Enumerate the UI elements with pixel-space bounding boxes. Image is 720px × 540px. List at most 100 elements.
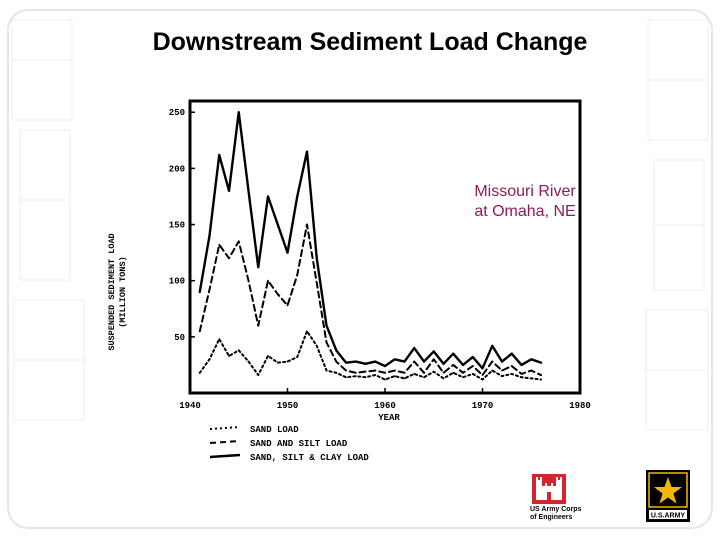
data-point-2-9 <box>286 251 289 254</box>
data-point-1-18 <box>374 369 377 372</box>
data-point-1-29 <box>481 374 484 376</box>
data-point-0-21 <box>403 377 406 380</box>
x-tick-label-1950: 1950 <box>277 401 299 411</box>
data-point-0-0 <box>198 371 201 374</box>
legend-label-1: SAND AND SILT LOAD <box>250 439 348 449</box>
data-point-1-19 <box>384 371 386 374</box>
corps-logo-text: US Army Corps of Engineers <box>530 506 581 522</box>
data-point-1-5 <box>247 279 250 282</box>
x-tick-label-1970: 1970 <box>472 401 494 411</box>
series-line-0 <box>198 330 542 381</box>
data-point-2-33 <box>520 364 523 366</box>
data-point-1-24 <box>432 358 435 361</box>
y-axis-label-group: SUSPENDED SEDIMENT LOAD (MILLION TONS) <box>107 233 128 350</box>
y-tick-label-250: 250 <box>169 108 185 118</box>
data-point-1-20 <box>393 369 396 372</box>
y-tick-label-150: 150 <box>169 221 185 231</box>
sediment-chart: 1940 1950 1960 1970 1980 50 100 150 200 250 YEAR SU… <box>107 99 591 463</box>
y-axis-label-line-1: SUSPENDED SEDIMENT LOAD <box>107 233 117 350</box>
data-point-1-6 <box>257 324 260 327</box>
data-point-1-7 <box>267 279 269 282</box>
data-point-0-25 <box>442 377 445 380</box>
data-point-2-14 <box>335 349 338 352</box>
data-point-0-3 <box>228 355 230 357</box>
data-point-1-26 <box>452 364 455 366</box>
data-point-1-4 <box>237 240 240 243</box>
data-point-1-28 <box>471 365 474 367</box>
data-point-0-35 <box>540 378 542 381</box>
data-point-2-13 <box>325 324 328 327</box>
data-point-0-5 <box>247 360 250 363</box>
data-point-2-35 <box>540 361 542 364</box>
data-point-2-34 <box>530 358 533 361</box>
data-point-0-27 <box>462 376 464 379</box>
data-point-2-15 <box>345 361 347 364</box>
series-line-1 <box>198 223 542 377</box>
data-point-1-31 <box>501 369 503 372</box>
data-point-0-20 <box>393 375 396 378</box>
data-point-2-10 <box>296 195 299 198</box>
data-point-0-22 <box>413 373 416 375</box>
data-point-0-30 <box>491 369 494 372</box>
data-point-0-28 <box>471 373 474 375</box>
data-point-0-1 <box>208 358 211 361</box>
annotation-line-1: Missouri River <box>474 183 576 200</box>
y-axis-label-line-2: (MILLION TONS) <box>118 256 128 327</box>
data-point-2-25 <box>442 362 445 365</box>
data-point-0-32 <box>510 373 513 375</box>
data-point-0-14 <box>335 371 338 374</box>
data-point-2-28 <box>471 356 474 358</box>
data-point-1-13 <box>325 341 328 344</box>
data-point-0-19 <box>384 378 386 381</box>
corps-of-engineers-logo: US Army Corps of Engineers <box>528 474 608 524</box>
data-point-2-0 <box>198 291 201 293</box>
data-point-0-18 <box>374 374 377 376</box>
data-point-2-8 <box>276 223 279 226</box>
data-point-2-6 <box>257 266 260 269</box>
data-point-1-8 <box>276 293 279 296</box>
army-logo-text: U.S.ARMY <box>651 513 686 520</box>
data-point-2-19 <box>384 365 386 367</box>
data-point-1-16 <box>354 371 357 374</box>
data-point-1-35 <box>540 374 542 376</box>
data-point-1-30 <box>491 360 494 363</box>
data-point-0-34 <box>530 377 533 380</box>
data-point-0-26 <box>452 371 455 374</box>
chart-annotation: Missouri River at Omaha, NE <box>445 182 605 222</box>
data-point-1-27 <box>462 371 464 374</box>
series-line-2 <box>198 111 543 370</box>
data-point-1-25 <box>442 371 445 374</box>
data-point-0-10 <box>296 356 299 358</box>
data-point-1-15 <box>345 369 347 372</box>
data-point-2-12 <box>315 257 318 260</box>
data-point-2-31 <box>501 360 503 363</box>
data-point-2-29 <box>481 367 484 370</box>
data-point-1-32 <box>510 365 513 367</box>
data-point-1-0 <box>198 330 201 333</box>
legend-label-2: SAND, SILT & CLAY LOAD <box>250 453 369 463</box>
data-point-0-6 <box>257 374 260 376</box>
data-point-0-17 <box>364 376 367 379</box>
data-point-0-9 <box>286 360 289 363</box>
data-point-1-23 <box>423 371 425 374</box>
data-point-0-24 <box>432 370 435 373</box>
slide-title: Downstream Sediment Load Change <box>152 28 588 56</box>
data-point-2-2 <box>218 154 221 156</box>
data-point-1-17 <box>364 370 367 373</box>
data-point-2-4 <box>237 111 240 114</box>
star-icon <box>654 477 682 504</box>
data-point-2-5 <box>247 189 250 192</box>
data-point-2-7 <box>267 195 269 198</box>
data-point-0-11 <box>306 330 308 333</box>
legend-swatch-0 <box>209 426 241 430</box>
legend-swatch-2 <box>209 453 241 459</box>
data-point-1-2 <box>218 243 221 246</box>
data-point-0-31 <box>501 375 503 378</box>
data-point-2-21 <box>403 360 406 363</box>
x-tick-label-1940: 1940 <box>179 401 201 411</box>
data-point-1-21 <box>403 371 406 374</box>
data-point-1-12 <box>315 282 318 284</box>
legend-swatch-1 <box>209 440 241 444</box>
x-tick-label-1960: 1960 <box>374 401 396 411</box>
data-point-0-13 <box>325 369 328 372</box>
